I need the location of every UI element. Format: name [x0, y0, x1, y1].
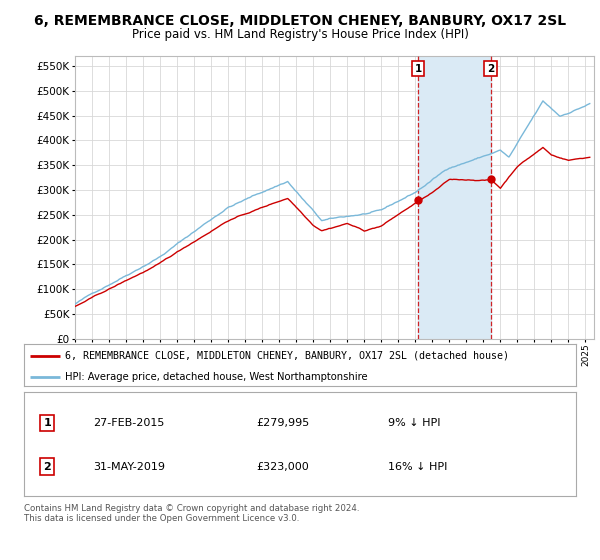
Text: 16% ↓ HPI: 16% ↓ HPI [388, 461, 448, 472]
Text: 31-MAY-2019: 31-MAY-2019 [93, 461, 165, 472]
Text: £279,995: £279,995 [256, 418, 309, 428]
Text: 27-FEB-2015: 27-FEB-2015 [93, 418, 164, 428]
Text: 6, REMEMBRANCE CLOSE, MIDDLETON CHENEY, BANBURY, OX17 2SL: 6, REMEMBRANCE CLOSE, MIDDLETON CHENEY, … [34, 14, 566, 28]
Bar [418, 56, 491, 339]
Text: 1: 1 [43, 418, 51, 428]
Text: 6, REMEMBRANCE CLOSE, MIDDLETON CHENEY, BANBURY, OX17 2SL (detached house): 6, REMEMBRANCE CLOSE, MIDDLETON CHENEY, … [65, 351, 509, 361]
Text: HPI: Average price, detached house, West Northamptonshire: HPI: Average price, detached house, West… [65, 372, 368, 382]
Text: 2: 2 [43, 461, 51, 472]
Text: Price paid vs. HM Land Registry's House Price Index (HPI): Price paid vs. HM Land Registry's House … [131, 28, 469, 41]
Text: Contains HM Land Registry data © Crown copyright and database right 2024.
This d: Contains HM Land Registry data © Crown c… [24, 504, 359, 524]
Text: 1: 1 [415, 64, 422, 74]
Text: 9% ↓ HPI: 9% ↓ HPI [388, 418, 441, 428]
Text: £323,000: £323,000 [256, 461, 308, 472]
Text: 2: 2 [487, 64, 494, 74]
